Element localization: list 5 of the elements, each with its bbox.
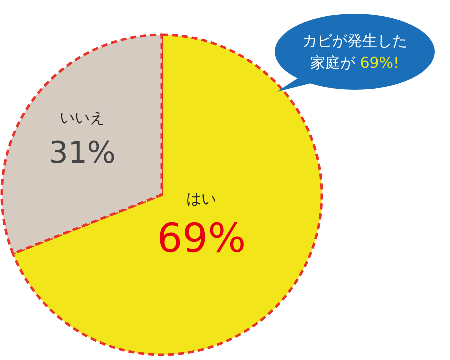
slice-label: はい [186, 190, 217, 208]
text: カビが発生した家庭が 69%! [302, 32, 408, 72]
slice-label: いいえ [60, 109, 106, 128]
data-label: 69% [157, 216, 246, 262]
data-label: 31% [49, 136, 116, 172]
